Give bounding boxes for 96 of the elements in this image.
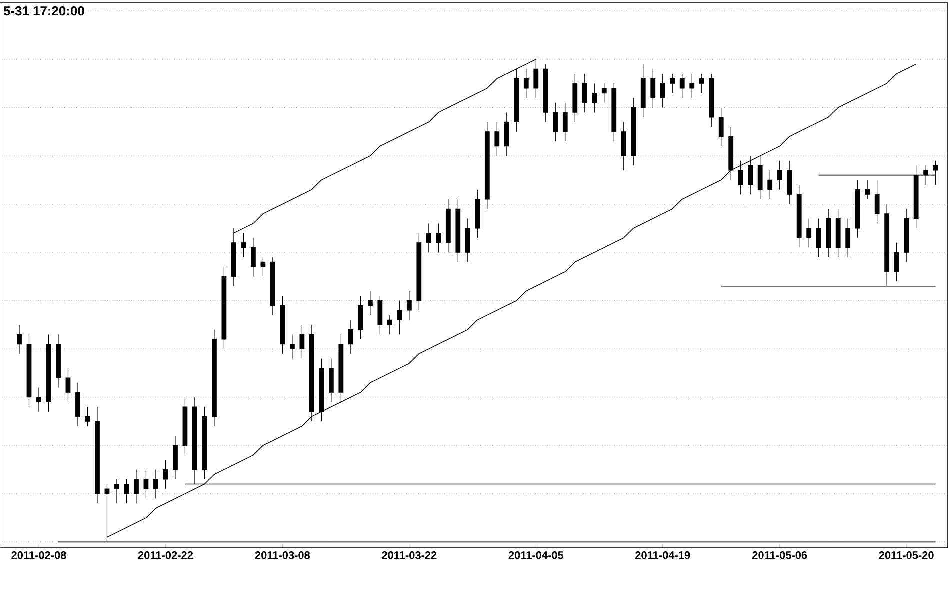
x-tick-label: 2011-04-05: [508, 552, 564, 560]
candlestick: [368, 290, 373, 316]
candlestick: [826, 208, 832, 258]
candlestick: [758, 156, 763, 200]
candlestick: [397, 300, 402, 335]
candlestick: [894, 242, 900, 282]
candlestick: [46, 334, 52, 412]
candlestick: [328, 358, 334, 403]
candlestick: [865, 180, 870, 200]
candlestick: [728, 126, 734, 180]
candlestick: [504, 112, 510, 156]
candlestick: [446, 199, 451, 253]
candlestick: [640, 64, 646, 118]
candlestick: [222, 266, 227, 350]
candlestick: [738, 160, 744, 195]
candlestick: [465, 218, 470, 263]
candlestick: [26, 334, 32, 408]
candlestick: [494, 122, 500, 156]
candlestick: [56, 334, 61, 388]
candlestick: [251, 238, 256, 278]
candlestick: [690, 74, 695, 98]
x-tick-label: 2011-05-06: [752, 552, 808, 560]
candlestick: [484, 122, 490, 210]
candlestick: [874, 180, 880, 224]
x-tick-label: 2011-04-19: [636, 552, 690, 560]
candlestick: [280, 296, 286, 354]
candlestick: [85, 406, 90, 427]
candlestick: [836, 208, 841, 258]
x-tick-label: 2011-03-08: [255, 552, 310, 560]
x-tick-label: 2011-03-22: [382, 552, 437, 560]
candlestick: [553, 102, 558, 142]
candlestick: [670, 74, 676, 94]
candlestick: [319, 358, 324, 422]
candlestick: [36, 387, 42, 412]
candlestick: [309, 324, 314, 422]
candlestick: [378, 296, 383, 335]
chart-title: 5-31 17:20:00: [4, 6, 84, 16]
candlestick: [154, 469, 158, 500]
candlestick: [650, 68, 656, 108]
candlestick: [816, 218, 822, 258]
candlestick: [456, 199, 461, 263]
candlestick: [680, 74, 685, 98]
candlestick: [202, 406, 208, 480]
candlestick: [406, 290, 412, 320]
candlestick: [777, 160, 782, 190]
candlestick: [846, 218, 851, 258]
candlestick: [748, 156, 754, 195]
candlestick: [260, 257, 266, 278]
candlestick: [855, 180, 860, 238]
candlestick: [631, 98, 636, 166]
candlestick: [348, 320, 354, 354]
candlestick: [182, 397, 188, 456]
candlestick: [241, 232, 246, 258]
candlestick: [66, 368, 71, 403]
candlestick: [660, 74, 666, 108]
candlestick: [621, 122, 626, 171]
x-tick-label: 2011-02-08: [12, 552, 66, 560]
candlestick: [796, 184, 802, 248]
candlestick: [173, 436, 178, 480]
candlestick: [475, 190, 480, 238]
x-tick-label: 2011-05-20: [879, 552, 934, 560]
candlestick: [416, 232, 422, 311]
candlestick: [290, 334, 295, 360]
candlestick: [787, 160, 792, 205]
candlestick: [270, 257, 276, 316]
candlestick: [543, 64, 548, 123]
candlestick: [358, 296, 364, 340]
candlestick: [114, 479, 120, 504]
candlestick: [426, 223, 432, 253]
candlestick: [338, 334, 344, 403]
candlestick: [572, 74, 578, 123]
candlestick: [387, 315, 392, 335]
candlestick: [300, 324, 305, 360]
candlestick: [95, 406, 100, 504]
x-tick-label: 2011-02-22: [138, 552, 193, 560]
candlestick: [134, 469, 139, 504]
candlestick: [524, 68, 529, 98]
candlestick: [718, 107, 724, 147]
candlestick: [212, 330, 217, 427]
candlestick: [76, 382, 80, 427]
candlestick: [163, 460, 168, 490]
candlestick: [17, 324, 22, 354]
candlestick: [806, 218, 812, 248]
candlestick: [904, 208, 910, 263]
candlestick: [612, 83, 617, 142]
candlestick: [144, 469, 149, 500]
candlestick: [124, 479, 130, 504]
candlestick: [562, 102, 568, 142]
candlestick: [592, 83, 598, 113]
candlestick: [514, 68, 520, 132]
candlestick: [436, 223, 442, 253]
candlestick: [582, 74, 588, 113]
candlestick: [602, 83, 607, 104]
candlestick: [768, 170, 773, 200]
candlestick: [709, 74, 714, 128]
candlestick: [699, 74, 704, 94]
